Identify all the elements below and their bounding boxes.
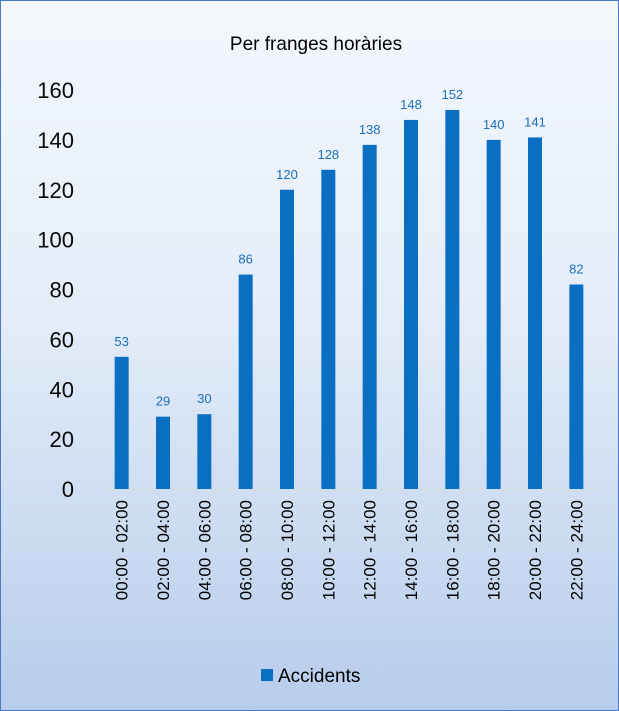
x-tick-label: 18:00 - 20:00: [485, 500, 504, 600]
y-tick-label: 60: [50, 327, 74, 352]
y-tick-label: 120: [37, 178, 74, 203]
legend-label-accidents: Accidents: [278, 666, 360, 687]
data-label: 29: [156, 394, 170, 409]
x-tick-label: 00:00 - 02:00: [113, 500, 132, 600]
data-label: 53: [114, 334, 128, 349]
y-tick-label: 20: [50, 427, 74, 452]
legend: Accidents: [261, 666, 360, 687]
x-tick-label: 14:00 - 16:00: [402, 500, 421, 600]
y-tick-label: 160: [37, 78, 74, 103]
bar: [321, 169, 336, 490]
y-tick-label: 140: [37, 128, 74, 153]
data-label: 120: [276, 167, 298, 182]
bars: 53 29 30 86 120 128 138 148 152 140 141 82: [114, 87, 584, 490]
bar: [362, 144, 377, 490]
x-tick-label: 02:00 - 04:00: [154, 500, 173, 600]
bar: [404, 119, 418, 490]
data-label: 86: [238, 252, 252, 267]
bar: [569, 284, 584, 489]
bar: [156, 416, 170, 489]
y-tick-label: 0: [62, 477, 74, 502]
data-label: 140: [483, 117, 505, 132]
bar: [238, 274, 253, 489]
bar: [114, 356, 129, 489]
data-label: 148: [400, 97, 422, 112]
x-tick-label: 12:00 - 14:00: [361, 500, 380, 600]
x-tick-label: 22:00 - 24:00: [567, 500, 586, 600]
y-tick-label: 100: [37, 228, 74, 253]
x-tick-label: 04:00 - 06:00: [195, 500, 214, 600]
bar: [528, 137, 542, 489]
data-label: 152: [441, 87, 463, 102]
data-label: 30: [197, 391, 211, 406]
x-tick-label: 06:00 - 08:00: [237, 500, 256, 600]
bar: [445, 109, 460, 489]
bar: [280, 189, 294, 489]
y-axis: 0 20 40 60 80 100 120 140 160: [37, 78, 74, 502]
data-label: 138: [359, 122, 381, 137]
data-label: 82: [569, 262, 583, 277]
legend-swatch-accidents: [261, 669, 273, 681]
x-tick-label: 08:00 - 10:00: [278, 500, 297, 600]
y-tick-label: 80: [50, 278, 74, 303]
x-tick-label: 16:00 - 18:00: [443, 500, 462, 600]
chart-title: Per franges horàries: [230, 34, 402, 55]
bar: [486, 139, 501, 489]
y-tick-label: 40: [50, 377, 74, 402]
x-tick-label: 20:00 - 22:00: [526, 500, 545, 600]
bar: [197, 414, 212, 489]
data-label: 141: [524, 114, 546, 129]
x-tick-label: 10:00 - 12:00: [319, 500, 338, 600]
x-axis: 00:00 - 02:00 02:00 - 04:00 04:00 - 06:00 0…: [113, 500, 587, 600]
data-label: 128: [317, 147, 339, 162]
